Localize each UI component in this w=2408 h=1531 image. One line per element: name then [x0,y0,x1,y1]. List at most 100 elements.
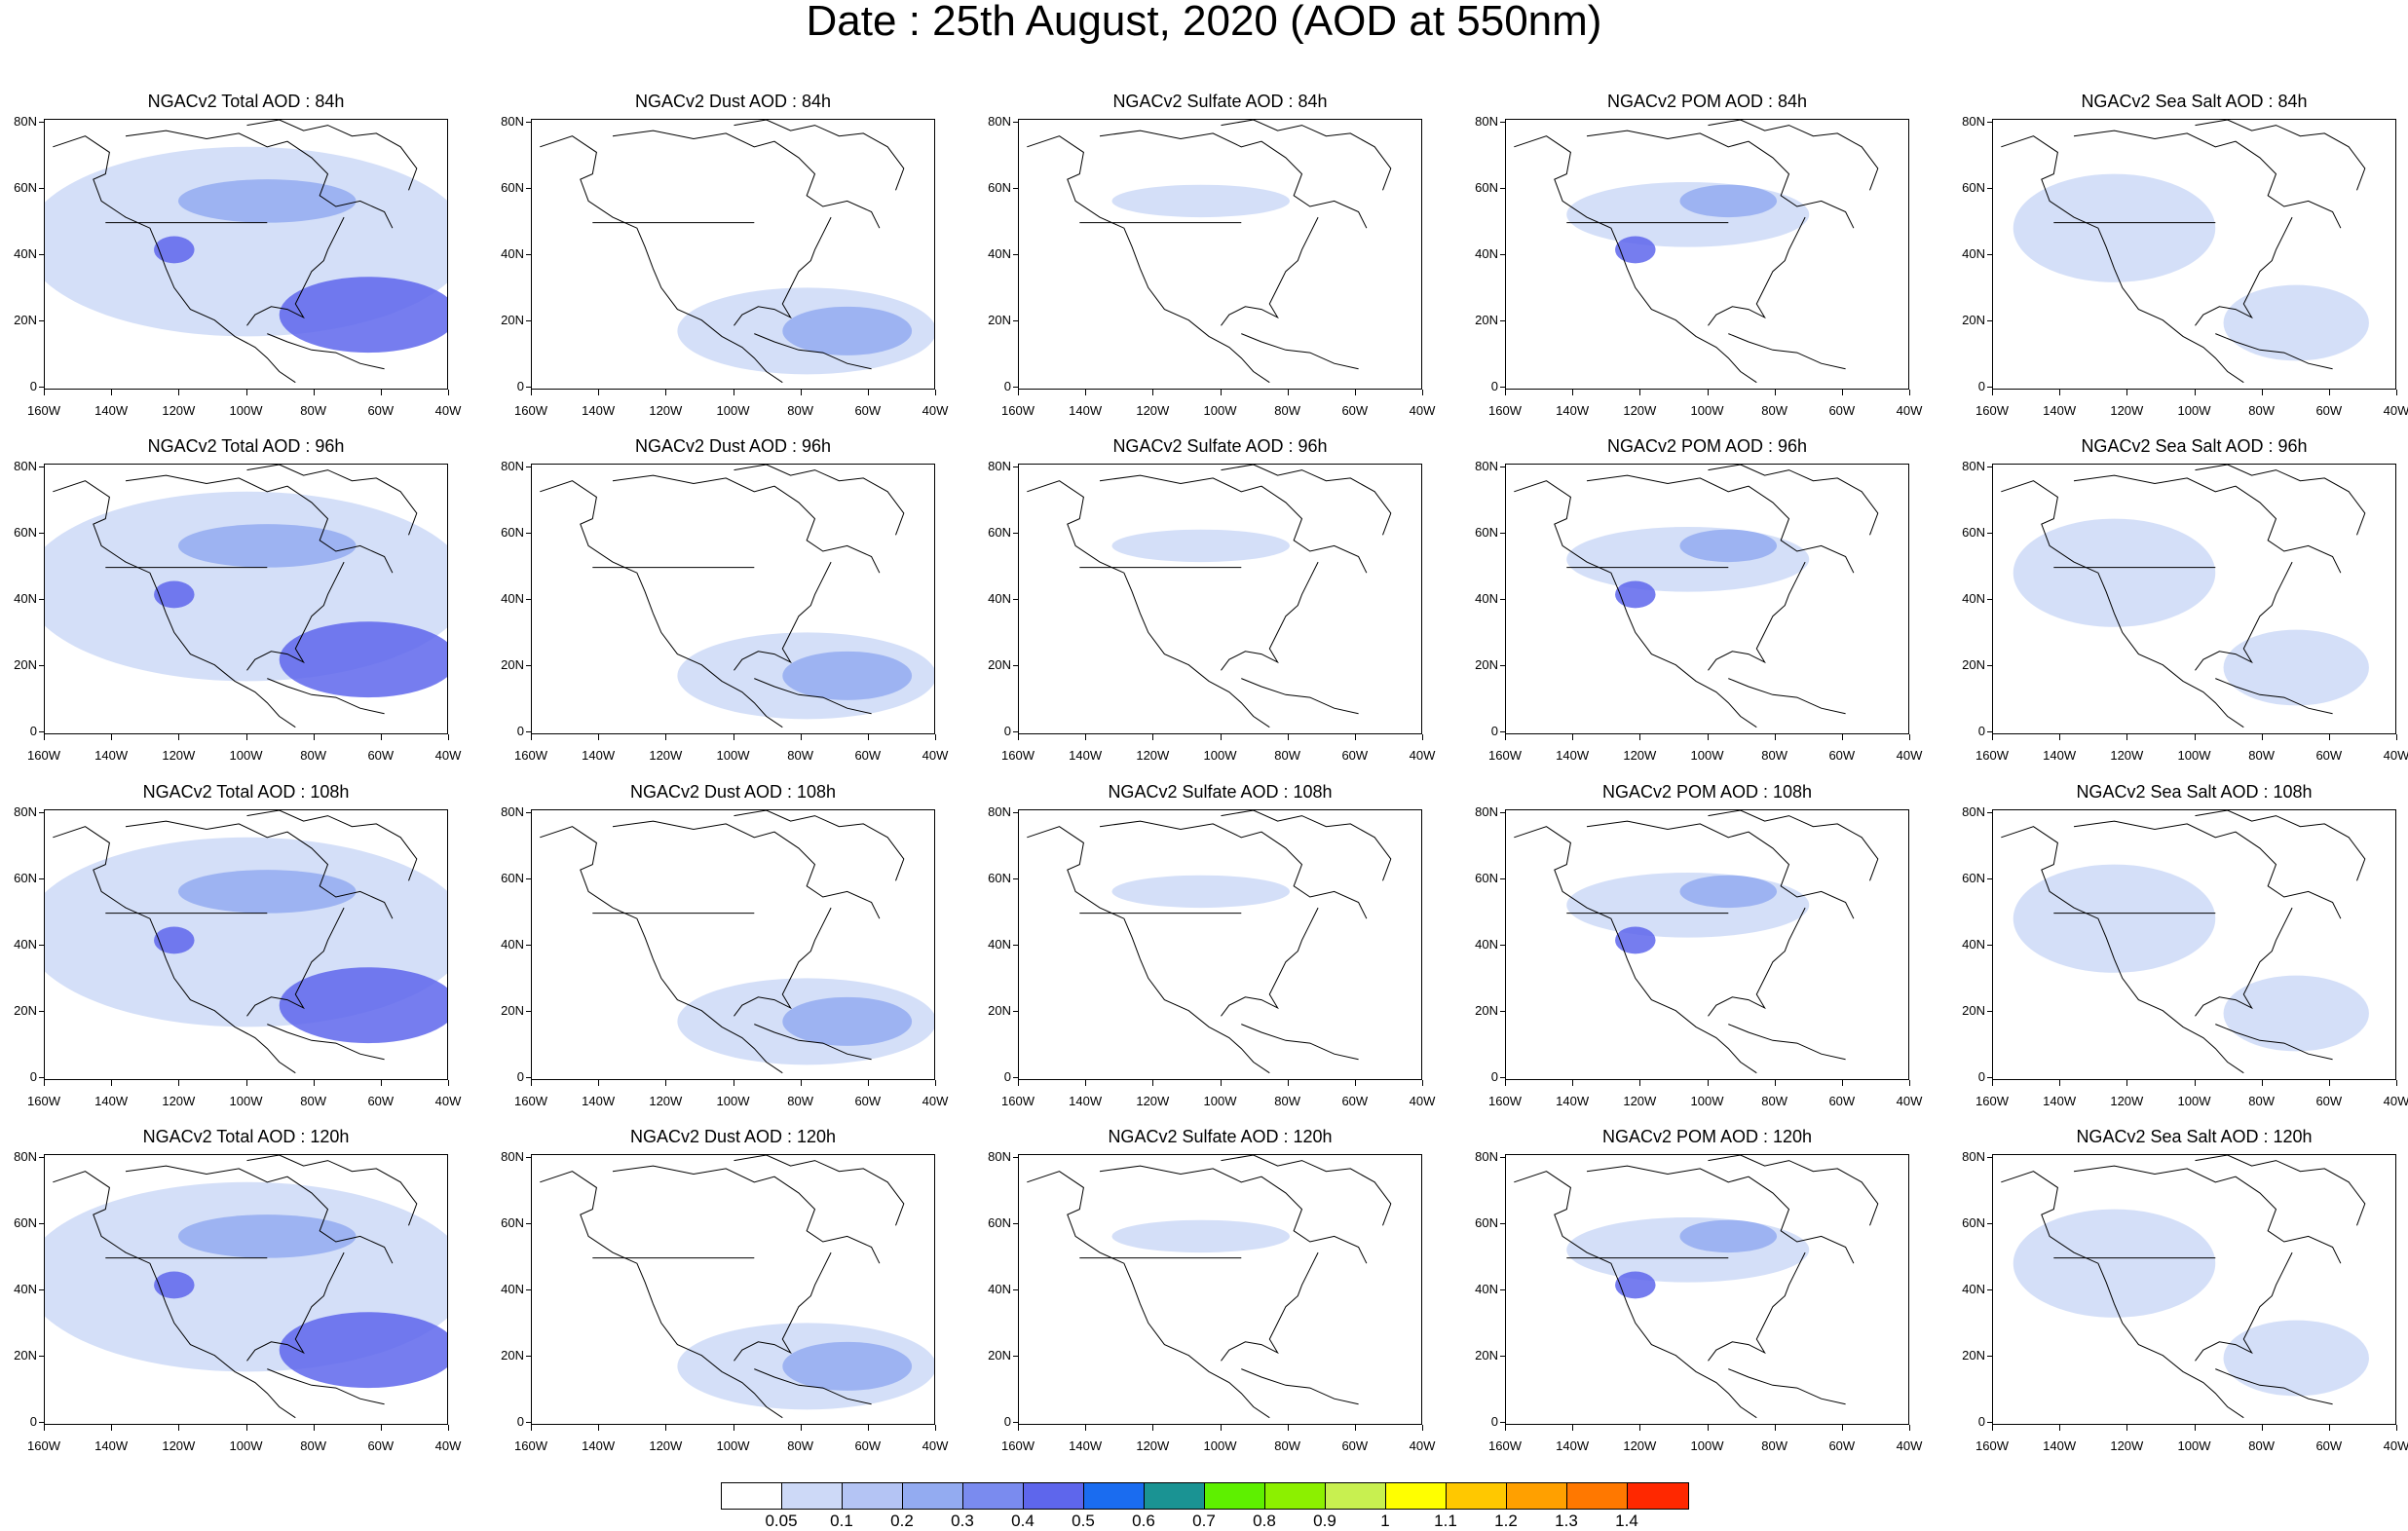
lon-tick [448,734,449,740]
lat-tick-label: 60N [1475,1215,1498,1230]
coastline [267,333,385,370]
lon-tick-label: 80W [787,748,814,763]
aerosol-field [1679,1219,1778,1253]
lat-tick-label: 80N [501,1149,524,1164]
lon-tick [1774,390,1776,395]
lon-tick [1992,1080,1993,1086]
coastline [2215,333,2333,370]
lon-tick [1774,734,1776,740]
coastline [125,1165,394,1264]
lon-tick [1287,1425,1289,1431]
coastline [1586,1165,1855,1264]
coastline [1586,474,1855,574]
coastline [734,120,905,191]
lon-tick-label: 40W [2383,748,2408,763]
lat-tick-label: 20N [1962,657,1985,672]
lon-tick-label: 160W [1488,748,1522,763]
lat-tick [1013,122,1018,123]
lon-tick-label: 80W [1274,403,1301,418]
lon-tick-label: 100W [229,1094,263,1108]
lat-tick-label: 40N [1962,1282,1985,1296]
lon-tick-label: 120W [1136,748,1170,763]
coastline [2195,465,2366,536]
aerosol-field [279,277,447,354]
coastline [246,216,345,326]
coastline [2073,1165,2342,1264]
lat-tick [39,1223,44,1224]
coastline [2195,1251,2293,1362]
lon-tick [2261,1425,2263,1431]
lon-tick-label: 100W [716,1094,750,1108]
panel-title: NGACv2 Total AOD : 120h [142,1127,350,1146]
lon-tick [380,734,382,740]
lat-tick-label: 20N [988,1003,1011,1018]
aerosol-field [1111,184,1291,218]
lat-tick [1987,1011,1992,1012]
lat-tick-label: 60N [988,180,1011,195]
lon-tick [1085,1425,1087,1431]
lon-tick-label: 120W [162,1438,196,1453]
lat-tick [526,878,531,879]
coastline [1708,561,1806,671]
lon-tick [178,734,180,740]
lat-tick [1500,533,1505,534]
lat-tick [39,1011,44,1012]
lon-tick-label: 120W [649,748,683,763]
coastline [612,820,881,919]
lon-tick [1639,1080,1641,1086]
coastline [2073,474,2342,574]
colorbar-label: 0.6 [1132,1512,1155,1530]
lon-tick-label: 80W [2248,1094,2276,1108]
panel-title: NGACv2 POM AOD : 84h [1606,92,1808,111]
lon-tick-label: 80W [2248,748,2276,763]
lat-tick [526,1289,531,1290]
map-panel [531,464,935,734]
coastline [1221,465,1392,536]
lat-tick-label: 20N [14,1003,37,1018]
lon-tick [2126,1080,2128,1086]
coastline [1708,1251,1806,1362]
coastline [2195,810,2366,881]
lon-tick-label: 80W [1761,403,1788,418]
map-canvas [540,120,934,384]
lon-tick [1992,1425,1993,1431]
lon-tick-label: 140W [94,1438,129,1453]
map-canvas [540,465,934,728]
lon-tick-label: 60W [1828,1094,1856,1108]
lat-tick [1987,812,1992,813]
map-panel [44,1154,448,1425]
lon-tick-label: 60W [1341,403,1369,418]
lon-tick-label: 100W [1203,1094,1237,1108]
lon-tick-label: 100W [1203,1438,1237,1453]
map-canvas [1514,465,1879,728]
aerosol-field [177,524,357,568]
coastline [2215,678,2333,715]
panel-title: NGACv2 Total AOD : 108h [142,782,350,802]
aerosol-field [1679,875,1778,909]
lon-tick-label: 40W [922,1094,949,1108]
lat-tick [39,387,44,388]
lat-tick-label: 40N [501,1282,524,1296]
lat-tick [1500,1077,1505,1078]
lon-tick-label: 140W [94,748,129,763]
panel-title: NGACv2 POM AOD : 96h [1606,436,1808,456]
lon-tick-label: 100W [716,748,750,763]
lon-tick-label: 80W [300,748,327,763]
lat-tick-label: 40N [988,246,1011,261]
lon-tick [448,390,449,395]
lon-tick [598,734,600,740]
lat-tick-label: 60N [1475,180,1498,195]
lon-tick [2059,1080,2061,1086]
lon-tick-label: 120W [1623,403,1657,418]
lon-tick-label: 60W [2315,1438,2343,1453]
aerosol-field [1615,580,1656,609]
lat-tick [526,1422,531,1423]
lat-tick [1013,731,1018,732]
map-panel [531,119,935,390]
lat-tick-label: 60N [501,180,524,195]
map-panel [44,464,448,734]
coastline [540,1171,783,1419]
coastline [1221,1251,1319,1362]
lon-tick [1639,1425,1641,1431]
lon-tick [1707,1080,1709,1086]
